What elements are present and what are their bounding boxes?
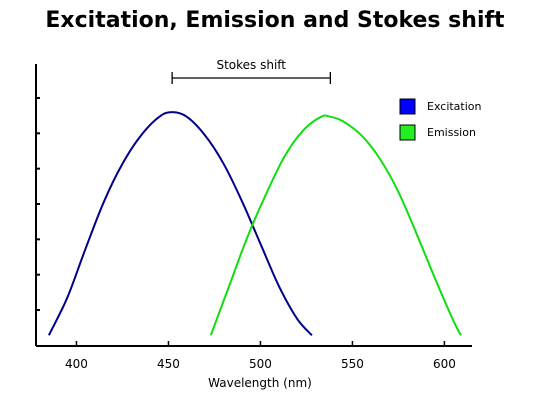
stokes-shift-label: Stokes shift [216,58,286,72]
emission-curve [209,114,462,336]
chart-axes [35,64,472,347]
legend-label-excitation: Excitation [427,100,482,113]
legend-swatch-emission [399,124,416,141]
legend-swatch-excitation [399,98,416,115]
annotation-layer: Stokes shift [171,58,331,84]
legend-label-emission: Emission [427,126,476,139]
series-layer [47,111,462,336]
chart-title: Excitation, Emission and Stokes shift [45,8,505,33]
legend: Excitation Emission [399,98,482,141]
excitation-curve [47,111,313,336]
x-tick-label: 500 [249,357,272,371]
x-tick-labels: 400 450 500 550 600 [65,357,456,371]
x-tick-label: 600 [433,357,456,371]
x-tick-label: 400 [65,357,88,371]
x-tick-label: 450 [157,357,180,371]
x-tick-label: 550 [341,357,364,371]
x-axis-label: Wavelength (nm) [208,376,312,390]
